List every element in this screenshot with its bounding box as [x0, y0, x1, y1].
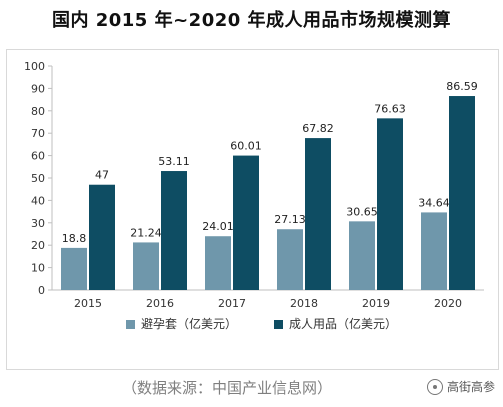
x-tick-label: 2015: [74, 297, 102, 310]
x-tick-label: 2020: [434, 297, 462, 310]
bar: [277, 229, 303, 290]
bar-chart: 0 10 20 30 40 50 60 70 80 90 100 2015 18.8 47 2016 21.2…: [24, 60, 484, 331]
data-label: 34.64: [418, 196, 450, 209]
legend-swatch: [274, 320, 283, 329]
data-label: 24.01: [202, 220, 234, 233]
y-tick-label: 90: [31, 82, 45, 95]
chart-title: 国内 2015 年~2020 年成人用品市场规模测算: [51, 10, 452, 31]
y-tick-label: 0: [38, 284, 45, 297]
x-tick-label: 2019: [362, 297, 390, 310]
bar: [205, 236, 231, 290]
data-label: 76.63: [374, 102, 406, 115]
data-label: 67.82: [302, 122, 334, 135]
data-label: 30.65: [346, 205, 378, 218]
y-tick-label: 40: [31, 194, 45, 207]
watermark-text: 高街高参: [446, 380, 495, 394]
bar: [377, 118, 403, 290]
bar: [449, 96, 475, 291]
data-label: 21.24: [130, 226, 162, 239]
legend-swatch: [126, 320, 135, 329]
y-tick-label: 60: [31, 150, 45, 163]
y-tick-label: 100: [24, 60, 45, 73]
data-label: 27.13: [274, 213, 306, 226]
bar: [89, 184, 115, 290]
bar: [305, 138, 331, 290]
y-tick-label: 20: [31, 239, 45, 252]
x-tick-label: 2018: [290, 297, 318, 310]
bar: [133, 242, 159, 290]
y-tick-label: 80: [31, 105, 45, 118]
data-label: 86.59: [446, 80, 478, 93]
legend-label: 成人用品（亿美元）: [289, 316, 397, 331]
wechat-search-icon: [426, 378, 443, 395]
y-tick-label: 70: [31, 127, 45, 140]
watermark: 高街高参: [426, 378, 495, 395]
data-label: 60.01: [230, 140, 262, 153]
y-tick-label: 10: [31, 262, 45, 275]
bar: [349, 221, 375, 290]
source-note: （数据来源：中国产业信息网）: [122, 379, 333, 397]
data-label: 18.8: [62, 232, 87, 245]
bar: [61, 247, 87, 290]
y-tick-label: 30: [31, 217, 45, 230]
data-label: 47: [95, 169, 109, 182]
data-label: 53.11: [158, 155, 190, 168]
bar: [421, 212, 447, 290]
legend-label: 避孕套（亿美元）: [141, 316, 237, 331]
x-tick-label: 2017: [218, 297, 246, 310]
x-tick-label: 2016: [146, 297, 174, 310]
bar: [161, 171, 187, 290]
bar: [233, 155, 259, 290]
y-tick-label: 50: [31, 172, 45, 185]
